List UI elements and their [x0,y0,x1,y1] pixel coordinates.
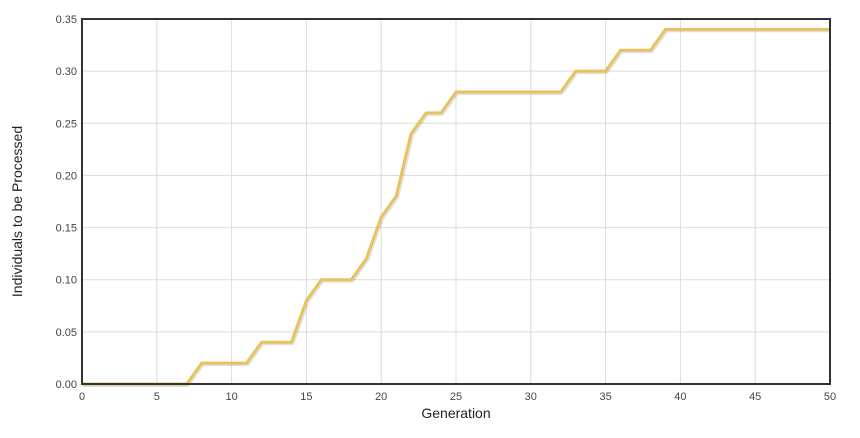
x-tick-label: 15 [300,391,312,403]
series-layer [82,27,831,387]
x-tick-label: 10 [225,391,237,403]
x-tick-label: 30 [525,391,537,403]
y-tick-label: 0.15 [56,223,77,235]
plot-area-frame [81,18,831,385]
x-tick-label: 20 [375,391,387,403]
series-line [82,27,830,386]
y-tick-label: 0.00 [56,379,77,391]
x-axis-title: Generation [421,405,490,421]
y-axis-title: Individuals to be Processed [9,126,25,297]
y-axis-ticks: 0.00 0.05 0.10 0.15 0.20 0.25 0.30 0.35 [56,14,77,391]
x-tick-label: 25 [450,391,462,403]
x-tick-label: 40 [674,391,686,403]
x-tick-label: 45 [749,391,761,403]
y-tick-label: 0.30 [56,66,77,78]
x-tick-label: 0 [79,391,85,403]
x-tick-label: 5 [154,391,160,403]
x-tick-label: 35 [599,391,611,403]
x-tick-label: 50 [824,391,836,403]
y-tick-label: 0.25 [56,118,77,130]
y-tick-label: 0.35 [56,14,77,26]
x-axis-ticks: 0 5 10 15 20 25 30 35 40 45 50 [79,391,836,403]
grid-lines [81,18,831,385]
y-tick-label: 0.20 [56,170,77,182]
y-tick-label: 0.10 [56,275,77,287]
y-tick-label: 0.05 [56,327,77,339]
